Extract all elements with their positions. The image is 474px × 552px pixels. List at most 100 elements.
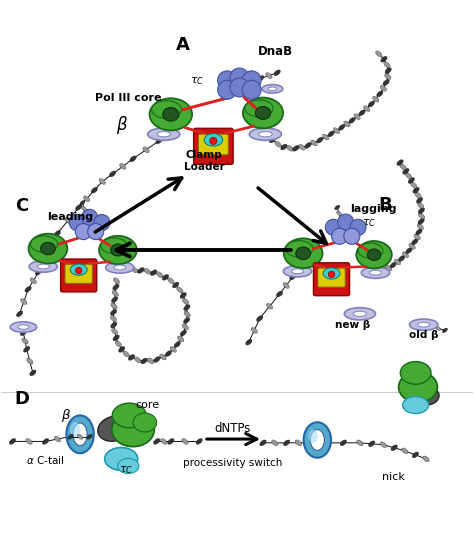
Ellipse shape xyxy=(344,121,350,127)
Ellipse shape xyxy=(283,266,312,277)
Ellipse shape xyxy=(283,440,290,446)
Ellipse shape xyxy=(353,311,366,316)
Circle shape xyxy=(75,267,82,274)
Circle shape xyxy=(218,81,237,99)
Ellipse shape xyxy=(22,338,28,344)
Ellipse shape xyxy=(109,171,116,177)
Ellipse shape xyxy=(118,347,125,352)
Ellipse shape xyxy=(384,62,390,68)
Ellipse shape xyxy=(173,282,179,288)
Ellipse shape xyxy=(310,429,324,450)
Circle shape xyxy=(242,81,261,99)
Ellipse shape xyxy=(385,68,392,73)
Ellipse shape xyxy=(390,262,396,268)
Ellipse shape xyxy=(418,219,424,224)
Ellipse shape xyxy=(152,100,182,118)
Ellipse shape xyxy=(256,316,263,321)
Text: $\tau_C$: $\tau_C$ xyxy=(119,464,133,476)
Ellipse shape xyxy=(356,312,363,318)
Ellipse shape xyxy=(399,371,438,402)
Ellipse shape xyxy=(413,386,439,405)
Ellipse shape xyxy=(296,247,310,259)
FancyBboxPatch shape xyxy=(313,263,350,296)
Ellipse shape xyxy=(400,164,406,170)
Ellipse shape xyxy=(148,128,180,140)
Ellipse shape xyxy=(335,205,340,210)
Text: dNTPs: dNTPs xyxy=(214,422,250,435)
Ellipse shape xyxy=(30,236,58,252)
Ellipse shape xyxy=(125,267,131,273)
Ellipse shape xyxy=(30,370,36,376)
Ellipse shape xyxy=(243,98,283,128)
Ellipse shape xyxy=(368,101,374,107)
Ellipse shape xyxy=(394,259,401,265)
Ellipse shape xyxy=(358,243,383,258)
Ellipse shape xyxy=(87,434,92,439)
Ellipse shape xyxy=(17,311,23,317)
Ellipse shape xyxy=(110,322,117,328)
Ellipse shape xyxy=(359,110,365,116)
Ellipse shape xyxy=(309,429,318,443)
Ellipse shape xyxy=(410,182,417,188)
Text: D: D xyxy=(15,390,30,407)
Ellipse shape xyxy=(274,70,281,76)
Ellipse shape xyxy=(35,269,42,275)
Ellipse shape xyxy=(113,335,119,341)
Ellipse shape xyxy=(246,339,252,345)
Ellipse shape xyxy=(177,336,184,342)
Ellipse shape xyxy=(305,142,311,148)
Ellipse shape xyxy=(77,434,83,439)
Ellipse shape xyxy=(322,134,329,140)
Circle shape xyxy=(94,215,110,231)
Ellipse shape xyxy=(156,138,162,144)
Ellipse shape xyxy=(255,107,271,119)
Circle shape xyxy=(69,215,85,231)
Ellipse shape xyxy=(317,137,323,143)
Text: Clamp
Loader: Clamp Loader xyxy=(183,150,224,172)
Ellipse shape xyxy=(251,327,257,333)
Ellipse shape xyxy=(380,442,387,448)
Text: A: A xyxy=(175,36,190,54)
Circle shape xyxy=(88,224,104,240)
Ellipse shape xyxy=(118,458,139,474)
Ellipse shape xyxy=(369,270,382,275)
Ellipse shape xyxy=(381,56,387,62)
Ellipse shape xyxy=(65,217,71,224)
Ellipse shape xyxy=(367,249,381,261)
Ellipse shape xyxy=(123,351,129,357)
Ellipse shape xyxy=(42,438,49,444)
Ellipse shape xyxy=(380,86,387,91)
Ellipse shape xyxy=(283,283,289,288)
Ellipse shape xyxy=(101,238,128,253)
Ellipse shape xyxy=(304,422,331,458)
Ellipse shape xyxy=(269,137,276,143)
Ellipse shape xyxy=(30,278,36,284)
Ellipse shape xyxy=(402,396,428,413)
Ellipse shape xyxy=(29,261,57,272)
Ellipse shape xyxy=(397,160,403,166)
Ellipse shape xyxy=(262,84,283,93)
Ellipse shape xyxy=(80,200,85,205)
Ellipse shape xyxy=(163,108,179,121)
Ellipse shape xyxy=(411,239,418,245)
Ellipse shape xyxy=(133,413,156,432)
Ellipse shape xyxy=(183,317,190,323)
Ellipse shape xyxy=(402,252,409,258)
Ellipse shape xyxy=(20,330,27,336)
Ellipse shape xyxy=(10,322,36,332)
Ellipse shape xyxy=(417,224,424,230)
Ellipse shape xyxy=(111,303,117,309)
Ellipse shape xyxy=(377,91,383,97)
Ellipse shape xyxy=(338,124,345,130)
Ellipse shape xyxy=(99,236,137,264)
Ellipse shape xyxy=(68,434,73,439)
Ellipse shape xyxy=(150,270,157,275)
Ellipse shape xyxy=(268,87,277,91)
Ellipse shape xyxy=(135,357,141,363)
Circle shape xyxy=(325,219,341,235)
Ellipse shape xyxy=(311,140,317,146)
Ellipse shape xyxy=(399,256,405,262)
Ellipse shape xyxy=(384,73,391,79)
FancyBboxPatch shape xyxy=(61,259,97,292)
Ellipse shape xyxy=(105,448,138,470)
